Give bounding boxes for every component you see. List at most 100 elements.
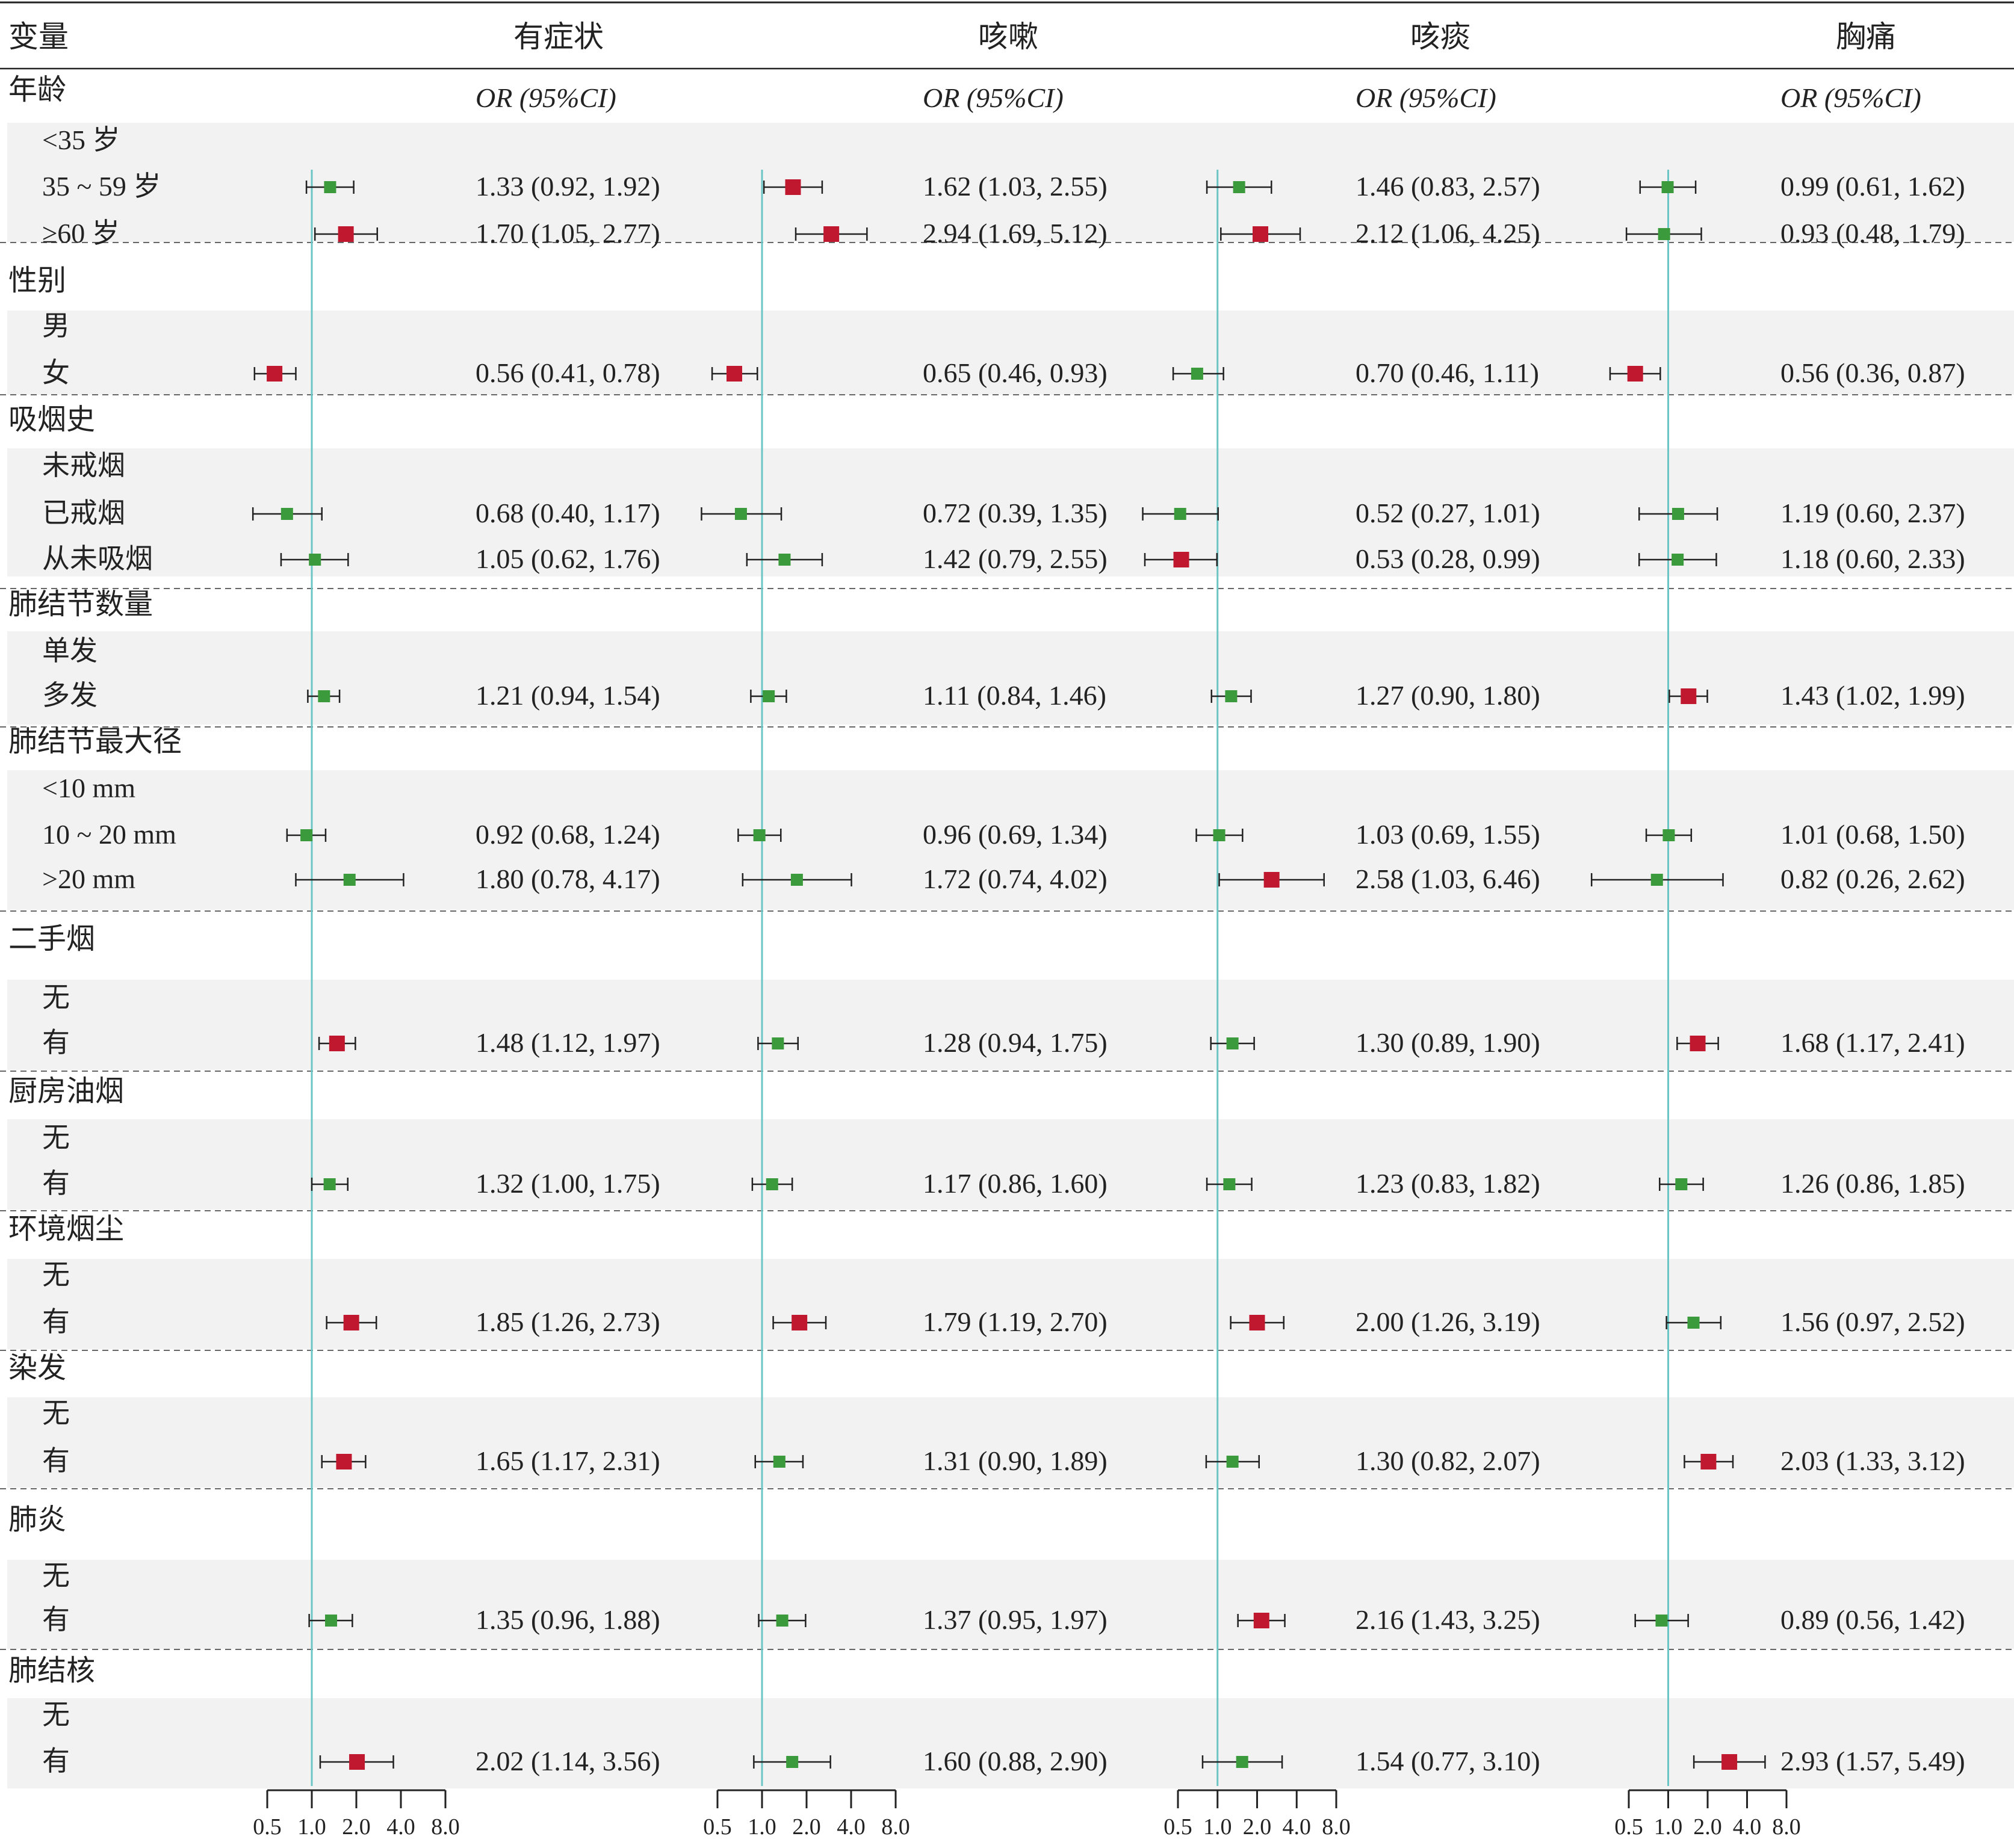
or-point bbox=[338, 226, 354, 242]
or-ci-text: 2.16 (1.43, 3.25) bbox=[1356, 1604, 1540, 1635]
row-band bbox=[7, 631, 2014, 725]
or-point bbox=[734, 508, 747, 520]
group-level-label: 无 bbox=[42, 1122, 70, 1153]
group-level-label: 有 bbox=[42, 1306, 70, 1337]
or-ci-text: 1.35 (0.96, 1.88) bbox=[476, 1604, 660, 1635]
or-point bbox=[776, 1615, 789, 1627]
or-ci-text: 0.52 (0.27, 1.01) bbox=[1356, 498, 1540, 528]
or-point bbox=[1681, 688, 1697, 704]
or-point bbox=[1253, 1613, 1269, 1628]
row-band bbox=[7, 770, 2014, 910]
x-tick-label: 4.0 bbox=[1733, 1814, 1762, 1840]
or-ci-text: 1.05 (0.62, 1.76) bbox=[476, 543, 660, 574]
or-ci-text: 2.58 (1.03, 6.46) bbox=[1356, 864, 1540, 894]
or-header-3: OR (95%CI) bbox=[1780, 82, 1921, 113]
or-point bbox=[1191, 368, 1203, 380]
group-level-label: 从未吸烟 bbox=[42, 543, 153, 574]
or-point bbox=[1690, 1036, 1706, 1051]
group-level-label: 有 bbox=[42, 1027, 70, 1058]
or-ci-text: 1.68 (1.17, 2.41) bbox=[1780, 1027, 1965, 1058]
group-level-label: 10 ~ 20 mm bbox=[42, 819, 176, 850]
group-title: 肺结节最大径 bbox=[8, 726, 182, 758]
group-level-label: 多发 bbox=[42, 680, 98, 711]
or-ci-text: 1.30 (0.89, 1.90) bbox=[1356, 1027, 1540, 1058]
row-band bbox=[7, 1698, 2014, 1788]
group-title: 性别 bbox=[8, 265, 66, 297]
forest-panel-0: 1.33 (0.92, 1.92) 1.70 (1.05, 2.77) 0.56 (… bbox=[252, 170, 660, 1786]
group-level-label: 单发 bbox=[42, 635, 98, 666]
or-ci-text: 0.82 (0.26, 2.62) bbox=[1780, 864, 1965, 894]
or-ci-text: 2.02 (1.14, 3.56) bbox=[476, 1746, 660, 1776]
group-level-label: 已戒烟 bbox=[42, 498, 125, 528]
or-point bbox=[280, 508, 293, 520]
group-level-label: 35 ~ 59 岁 bbox=[42, 171, 161, 202]
or-point bbox=[325, 1615, 338, 1627]
or-ci-text: 1.80 (0.78, 4.17) bbox=[476, 864, 660, 894]
group-level-label: 女 bbox=[42, 357, 70, 388]
or-point bbox=[349, 1754, 365, 1770]
or-point bbox=[778, 554, 791, 566]
x-tick-label: 1.0 bbox=[297, 1814, 326, 1840]
group-level-label: ≥60 岁 bbox=[42, 218, 120, 249]
or-point bbox=[336, 1454, 352, 1469]
or-point bbox=[1263, 872, 1280, 888]
or-point bbox=[323, 1178, 336, 1190]
or-ci-text: 1.48 (1.12, 1.97) bbox=[476, 1027, 660, 1058]
or-point bbox=[727, 366, 743, 382]
or-point bbox=[309, 554, 321, 566]
x-axis-0: 0.5 1.0 2.0 4.0 8.0 bbox=[253, 1789, 460, 1840]
or-point bbox=[267, 366, 283, 382]
or-ci-text: 1.27 (0.90, 1.80) bbox=[1356, 680, 1540, 711]
or-ci-text: 1.33 (0.92, 1.92) bbox=[476, 171, 660, 202]
x-tick-label: 2.0 bbox=[792, 1814, 821, 1840]
or-point bbox=[1173, 552, 1189, 567]
x-tick-label: 2.0 bbox=[1243, 1814, 1272, 1840]
or-point bbox=[1226, 1456, 1239, 1468]
or-ci-text: 0.56 (0.36, 0.87) bbox=[1780, 357, 1965, 388]
or-ci-text: 1.79 (1.19, 2.70) bbox=[923, 1306, 1108, 1337]
or-ci-text: 1.42 (0.79, 2.55) bbox=[923, 543, 1108, 574]
or-ci-text: 1.72 (0.74, 4.02) bbox=[923, 864, 1108, 894]
or-ci-text: 1.65 (1.17, 2.31) bbox=[476, 1445, 660, 1476]
x-tick-label: 0.5 bbox=[253, 1814, 282, 1840]
x-tick-label: 0.5 bbox=[1614, 1814, 1643, 1840]
or-ci-text: 1.17 (0.86, 1.60) bbox=[923, 1168, 1108, 1199]
group-title: 厨房油烟 bbox=[8, 1075, 124, 1107]
or-point bbox=[324, 181, 336, 193]
or-point bbox=[329, 1036, 345, 1051]
forest-panel-1: 1.62 (1.03, 2.55) 2.94 (1.69, 5.12) 0.65 (… bbox=[701, 170, 1108, 1786]
row-band bbox=[7, 1560, 2014, 1649]
or-ci-text: 0.92 (0.68, 1.24) bbox=[476, 819, 660, 850]
x-tick-label: 2.0 bbox=[342, 1814, 371, 1840]
group-level-label: 有 bbox=[42, 1746, 70, 1776]
row-band bbox=[7, 1119, 2014, 1210]
x-tick-label: 0.5 bbox=[703, 1814, 732, 1840]
or-point bbox=[790, 874, 803, 886]
or-ci-text: 1.21 (0.94, 1.54) bbox=[476, 680, 660, 711]
or-point bbox=[1650, 874, 1663, 886]
header-outcome-1: 咳嗽 bbox=[978, 20, 1038, 54]
or-point bbox=[1721, 1754, 1738, 1770]
group-level-label: 有 bbox=[42, 1445, 70, 1476]
or-ci-text: 0.99 (0.61, 1.62) bbox=[1780, 171, 1965, 202]
row-bands bbox=[7, 123, 2014, 1788]
or-point bbox=[318, 690, 330, 702]
or-point bbox=[1672, 554, 1684, 566]
group-level-label: 无 bbox=[42, 1259, 70, 1290]
or-ci-text: 1.62 (1.03, 2.55) bbox=[923, 171, 1108, 202]
or-point bbox=[1236, 1756, 1248, 1768]
or-ci-text: 1.03 (0.69, 1.55) bbox=[1356, 819, 1540, 850]
x-tick-label: 4.0 bbox=[1283, 1814, 1312, 1840]
or-ci-text: 0.72 (0.39, 1.35) bbox=[923, 498, 1108, 528]
group-title: 二手烟 bbox=[8, 923, 95, 955]
or-point bbox=[753, 829, 766, 841]
row-band bbox=[7, 123, 2014, 242]
or-ci-text: 1.11 (0.84, 1.46) bbox=[923, 680, 1106, 711]
or-header-2: OR (95%CI) bbox=[1356, 82, 1496, 113]
variable-labels: 年龄 <35 岁 35 ~ 59 岁 ≥60 岁性别男女吸烟史未戒烟已戒烟从未吸烟肺结… bbox=[8, 74, 182, 1776]
x-tick-label: 4.0 bbox=[837, 1814, 866, 1840]
header-outcome-3: 胸痛 bbox=[1836, 20, 1896, 54]
or-point bbox=[1675, 1178, 1688, 1190]
or-point bbox=[1687, 1317, 1700, 1329]
or-header-1: OR (95%CI) bbox=[923, 82, 1064, 113]
